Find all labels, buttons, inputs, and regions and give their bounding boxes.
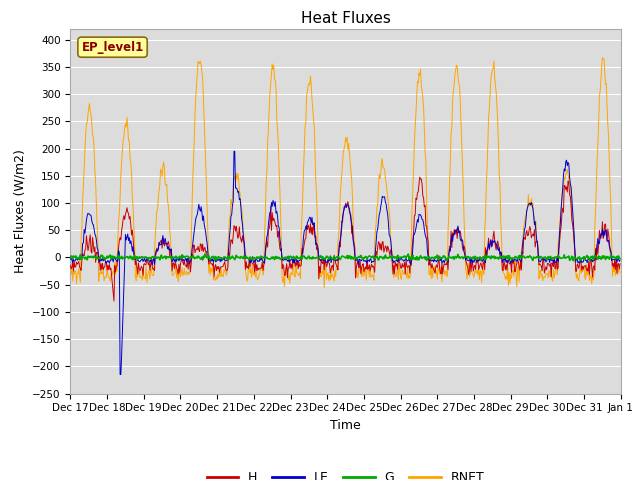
Title: Heat Fluxes: Heat Fluxes xyxy=(301,11,390,26)
Text: EP_level1: EP_level1 xyxy=(81,41,143,54)
X-axis label: Time: Time xyxy=(330,419,361,432)
Y-axis label: Heat Fluxes (W/m2): Heat Fluxes (W/m2) xyxy=(13,149,27,273)
Legend: H, LE, G, RNET: H, LE, G, RNET xyxy=(202,467,490,480)
